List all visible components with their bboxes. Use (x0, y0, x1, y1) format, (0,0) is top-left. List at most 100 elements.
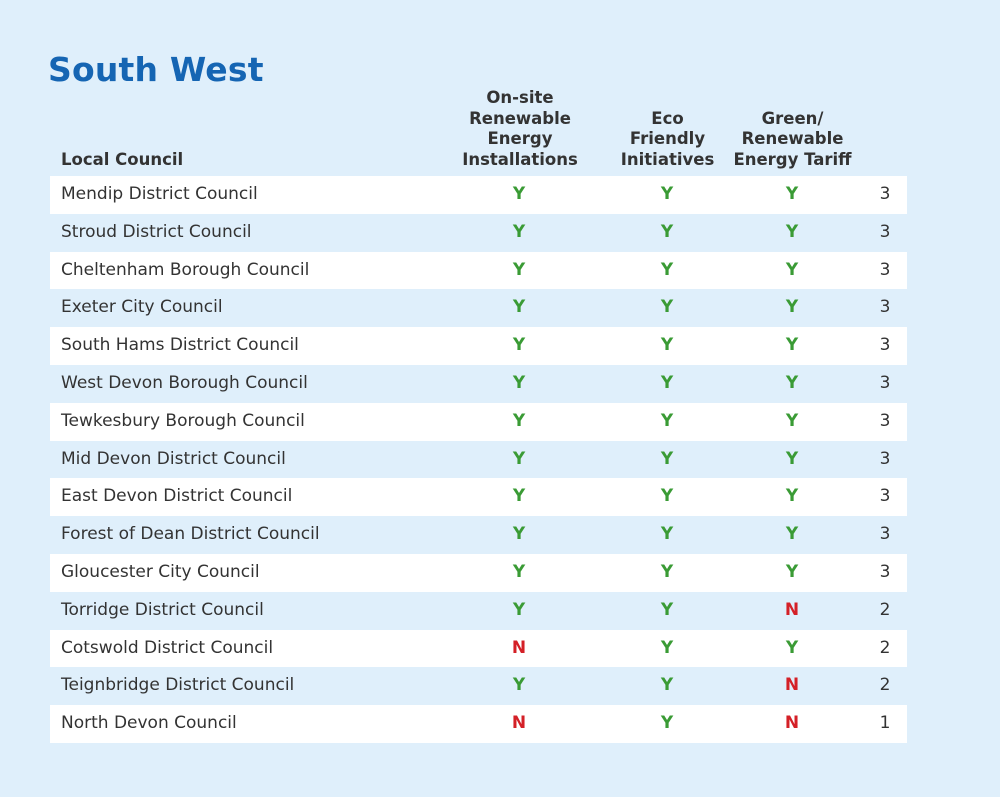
header-local-council: Local Council (61, 149, 184, 169)
green-tariff-flag: Y (785, 561, 799, 582)
score-value: 3 (879, 410, 891, 431)
onsite-renewable-flag: Y (512, 259, 526, 280)
council-name: Stroud District Council (61, 221, 252, 242)
green-tariff-flag: Y (785, 372, 799, 393)
table-row: Exeter City Council Y Y Y 3 (50, 289, 907, 328)
council-name: Cotswold District Council (61, 637, 274, 658)
eco-friendly-flag: Y (660, 221, 674, 242)
green-tariff-flag: Y (785, 297, 799, 318)
score-value: 3 (879, 448, 891, 469)
eco-friendly-flag: Y (660, 561, 674, 582)
council-name: Mendip District Council (61, 184, 258, 204)
onsite-renewable-flag: Y (512, 599, 526, 620)
green-tariff-flag: Y (785, 221, 799, 242)
onsite-renewable-flag: Y (512, 448, 526, 469)
onsite-renewable-flag: Y (512, 372, 526, 393)
eco-friendly-flag: Y (660, 297, 674, 318)
header-eco-friendly: Eco Friendly Initiatives (610, 109, 725, 171)
council-name: Forest of Dean District Council (61, 524, 320, 545)
eco-friendly-flag: Y (660, 259, 674, 280)
green-tariff-flag: N (784, 675, 800, 696)
header-tariff-line-3: Energy Tariff (733, 149, 852, 169)
header-onsite-line-1: On-site (486, 88, 554, 107)
eco-friendly-flag: Y (660, 524, 674, 545)
green-tariff-flag: Y (785, 184, 799, 204)
table-row: Forest of Dean District Council Y Y Y 3 (50, 516, 907, 554)
table-row: Tewkesbury Borough Council Y Y Y 3 (50, 402, 907, 441)
table-row: Torridge District Council Y Y N 2 (50, 591, 907, 630)
score-value: 2 (879, 675, 891, 696)
council-name: North Devon Council (61, 713, 237, 734)
green-tariff-flag: Y (785, 448, 799, 469)
score-value: 3 (879, 561, 891, 582)
table-row: Cheltenham Borough Council Y Y Y 3 (50, 251, 907, 290)
eco-friendly-flag: Y (660, 675, 674, 696)
table-row: North Devon Council N Y N 1 (50, 705, 907, 743)
onsite-renewable-flag: Y (512, 297, 526, 318)
header-onsite-line-3: Installations (462, 149, 578, 169)
table-row: Gloucester City Council Y Y Y 3 (50, 553, 907, 592)
council-name: Teignbridge District Council (61, 675, 295, 696)
header-tariff-line-1: Green/ (761, 108, 824, 128)
score-value: 2 (879, 637, 891, 658)
council-name: Gloucester City Council (61, 561, 260, 582)
eco-friendly-flag: Y (660, 599, 674, 620)
eco-friendly-flag: Y (660, 335, 674, 356)
eco-friendly-flag: Y (660, 486, 674, 507)
council-name: Mid Devon District Council (61, 448, 286, 469)
green-tariff-flag: Y (785, 637, 799, 658)
header-eco-line-1: Eco (651, 108, 684, 128)
eco-friendly-flag: Y (660, 372, 674, 393)
page-title: South West (48, 50, 264, 89)
eco-friendly-flag: Y (660, 448, 674, 469)
eco-friendly-flag: Y (660, 713, 674, 734)
header-eco-line-2: Friendly (629, 129, 706, 148)
onsite-renewable-flag: Y (512, 221, 526, 242)
onsite-renewable-flag: N (511, 637, 527, 658)
score-value: 3 (879, 297, 891, 318)
green-tariff-flag: N (784, 713, 800, 734)
council-name: West Devon Borough Council (61, 372, 308, 393)
onsite-renewable-flag: Y (512, 486, 526, 507)
council-name: Tewkesbury Borough Council (61, 410, 305, 431)
table-row: South Hams District Council Y Y Y 3 (50, 327, 907, 365)
score-value: 3 (879, 335, 891, 356)
score-value: 3 (879, 372, 891, 393)
eco-friendly-flag: Y (660, 637, 674, 658)
header-onsite-renewable: On-site Renewable Energy Installations (435, 88, 605, 170)
score-value: 3 (879, 524, 891, 545)
score-value: 2 (879, 599, 891, 620)
score-value: 3 (879, 184, 891, 204)
onsite-renewable-flag: Y (512, 675, 526, 696)
score-value: 3 (879, 486, 891, 507)
onsite-renewable-flag: Y (512, 524, 526, 545)
table-row: Mid Devon District Council Y Y Y 3 (50, 440, 907, 479)
score-value: 3 (879, 221, 891, 242)
onsite-renewable-flag: Y (512, 410, 526, 431)
header-green-tariff: Green/ Renewable Energy Tariff (730, 109, 855, 171)
table-header: Local Council On-site Renewable Energy I… (50, 88, 907, 174)
council-name: Cheltenham Borough Council (61, 259, 310, 280)
score-value: 1 (879, 713, 891, 734)
council-name: Torridge District Council (61, 599, 264, 620)
table-row: West Devon Borough Council Y Y Y 3 (50, 364, 907, 403)
green-tariff-flag: Y (785, 335, 799, 356)
table-row: Stroud District Council Y Y Y 3 (50, 213, 907, 252)
green-tariff-flag: Y (785, 259, 799, 280)
council-name: South Hams District Council (61, 335, 299, 356)
council-name: Exeter City Council (61, 297, 223, 318)
onsite-renewable-flag: N (511, 713, 527, 734)
green-tariff-flag: Y (785, 524, 799, 545)
onsite-renewable-flag: Y (512, 184, 526, 204)
eco-friendly-flag: Y (660, 184, 674, 204)
table-row: Cotswold District Council N Y Y 2 (50, 629, 907, 668)
council-name: East Devon District Council (61, 486, 293, 507)
header-onsite-line-2: Renewable Energy (469, 108, 571, 149)
onsite-renewable-flag: Y (512, 335, 526, 356)
table-row: Mendip District Council Y Y Y 3 (50, 176, 907, 214)
green-tariff-flag: Y (785, 486, 799, 507)
score-value: 3 (879, 259, 891, 280)
header-eco-line-3: Initiatives (620, 149, 715, 169)
header-tariff-line-2: Renewable (741, 129, 844, 148)
onsite-renewable-flag: Y (512, 561, 526, 582)
